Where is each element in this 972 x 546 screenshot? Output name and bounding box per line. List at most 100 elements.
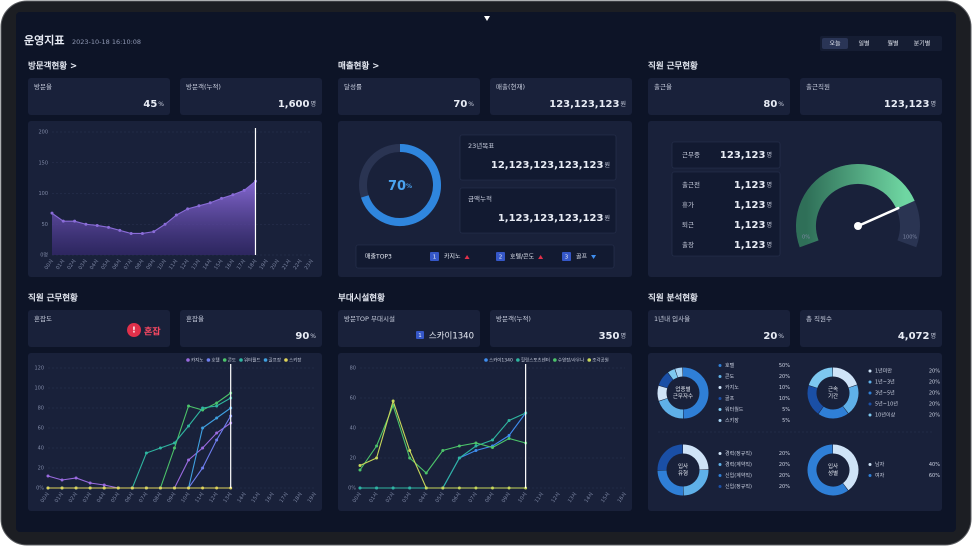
- x-tick-label: 08시: [152, 492, 163, 504]
- y-tick-label: 50: [42, 222, 48, 228]
- tab[interactable]: 분기별: [914, 40, 931, 48]
- gauge-needle: [856, 206, 900, 228]
- value: 123,123,123원: [549, 99, 626, 110]
- x-tick-label: 05시: [434, 492, 445, 504]
- data-point: [88, 486, 92, 490]
- kpi-card: [648, 310, 790, 347]
- value: 123,123명: [720, 150, 772, 161]
- legend-value: 5%: [782, 418, 790, 424]
- legend-value: 20%: [779, 374, 790, 380]
- donut-title: 업종별: [675, 385, 690, 393]
- kpi-card: [28, 310, 170, 347]
- x-tick-label: 11시: [534, 492, 545, 504]
- kpi-card: [800, 78, 942, 115]
- donut-segment: [658, 372, 674, 389]
- donut-title: 근속: [828, 385, 838, 393]
- y-tick-label: 80: [38, 406, 44, 412]
- value-number: 4,072: [898, 331, 930, 342]
- section-title: 직원 근무현황: [648, 61, 698, 72]
- value-number: 1,123: [734, 240, 766, 251]
- status-label: 퇴근: [682, 220, 694, 229]
- x-tick-label: 05시: [110, 492, 121, 504]
- legend-value: 20%: [929, 391, 940, 397]
- legend-value: 20%: [779, 473, 790, 479]
- data-point: [375, 486, 379, 490]
- donut-segment: [807, 444, 848, 496]
- data-point: [201, 426, 205, 430]
- alert-icon: [127, 323, 141, 337]
- data-point: [215, 416, 219, 420]
- data-point: [201, 446, 205, 450]
- x-tick-label: 09시: [166, 492, 177, 504]
- legend-swatch: [206, 358, 211, 362]
- value-unit: 명: [930, 332, 936, 340]
- top3-name: 카지노: [444, 253, 461, 261]
- value-unit: 명: [310, 100, 316, 108]
- legend-label: 워터월드: [725, 406, 744, 413]
- data-point: [118, 228, 122, 232]
- legend-label: 10년이상: [875, 412, 896, 419]
- value-unit: %: [468, 101, 474, 108]
- gauge-fill: [796, 164, 915, 248]
- legend-swatch: [718, 375, 722, 378]
- data-point: [242, 188, 246, 192]
- page-title: 운영지표: [24, 33, 64, 47]
- x-tick-label: 06시: [111, 259, 122, 271]
- legend-label: 5년~10년: [875, 401, 898, 408]
- legend-label: 경력(계약직): [725, 461, 752, 468]
- donut-title: 기간: [828, 392, 838, 400]
- data-point: [408, 486, 412, 490]
- x-tick-label: 19시: [307, 492, 318, 504]
- value-number: 20: [763, 331, 777, 342]
- data-point: [61, 219, 65, 223]
- legend-value: 50%: [779, 363, 790, 369]
- donut-segment: [832, 444, 859, 491]
- legend-swatch: [553, 358, 557, 362]
- data-point: [408, 456, 412, 460]
- data-point: [457, 444, 461, 448]
- x-tick-label: 03시: [78, 259, 89, 271]
- x-tick-label: 11시: [168, 259, 179, 271]
- data-point: [231, 193, 235, 197]
- tab[interactable]: 월별: [887, 40, 898, 48]
- donut-title: 근무자수: [673, 392, 693, 400]
- data-point: [375, 456, 379, 460]
- tab[interactable]: 일별: [858, 40, 869, 48]
- data-point: [424, 486, 428, 490]
- trend-arrow: [538, 255, 544, 259]
- x-tick-label: 09시: [501, 492, 512, 504]
- legend-value: 20%: [779, 484, 790, 490]
- kpi-label: 매출(현재): [496, 82, 525, 91]
- x-tick-label: 10시: [517, 492, 528, 504]
- value-number: 1,123: [734, 180, 766, 191]
- x-tick-label: 09시: [145, 259, 156, 271]
- data-point: [474, 486, 478, 490]
- donut-segment: [668, 368, 678, 380]
- top3-title: 매출TOP3: [365, 253, 392, 261]
- x-tick-label: 10시: [157, 259, 168, 271]
- status-box: [671, 171, 781, 257]
- legend-label: 여자: [875, 472, 885, 479]
- data-point: [491, 438, 494, 442]
- data-point: [201, 406, 205, 410]
- kpi-label: 방문율: [34, 82, 52, 91]
- data-point: [140, 231, 144, 235]
- donut-segment: [818, 406, 848, 419]
- legend-swatch: [718, 397, 722, 400]
- x-tick-label: 17시: [279, 492, 290, 504]
- target-label: 금액누적: [468, 195, 492, 203]
- top3-name: 호텔/콘도: [510, 253, 535, 261]
- legend-swatch: [516, 358, 520, 362]
- value-unit: 명: [766, 221, 772, 229]
- kpi-card: [338, 78, 480, 115]
- donut-value: 70: [388, 179, 406, 194]
- kpi-card: [800, 310, 942, 347]
- data-point: [358, 464, 362, 467]
- x-tick-label: 23시: [304, 259, 315, 271]
- value-unit: 원: [604, 214, 610, 222]
- legend-label: 스카이1340: [489, 357, 513, 364]
- tab[interactable]: 오늘: [829, 41, 841, 48]
- x-tick-label: 00시: [352, 492, 363, 504]
- legend-swatch: [868, 474, 872, 477]
